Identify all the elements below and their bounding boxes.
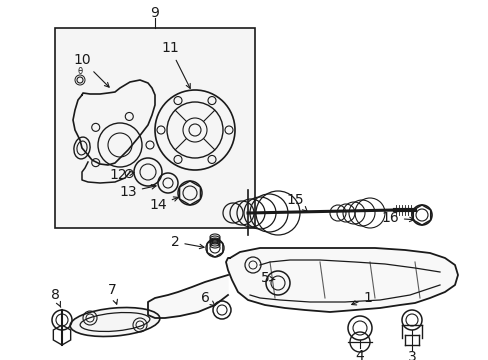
Ellipse shape [70,307,160,337]
Polygon shape [148,275,227,318]
Text: 7: 7 [107,283,117,304]
Text: 13: 13 [119,185,156,199]
Text: 6: 6 [200,291,214,306]
Text: 12: 12 [109,168,134,182]
Text: 14: 14 [149,197,178,212]
Text: 15: 15 [285,193,307,212]
Text: 8: 8 [50,288,61,307]
Text: 4: 4 [355,349,364,360]
Text: θ: θ [77,68,82,77]
Text: 9: 9 [150,6,159,20]
Text: 1: 1 [351,291,372,305]
Polygon shape [225,248,457,312]
Text: 5: 5 [260,271,274,285]
Bar [55,28,254,228]
Text: 16: 16 [380,211,413,225]
Text: 10: 10 [73,53,109,87]
Text: 3: 3 [407,350,415,360]
Text: 11: 11 [161,41,190,89]
Text: 2: 2 [170,235,203,249]
